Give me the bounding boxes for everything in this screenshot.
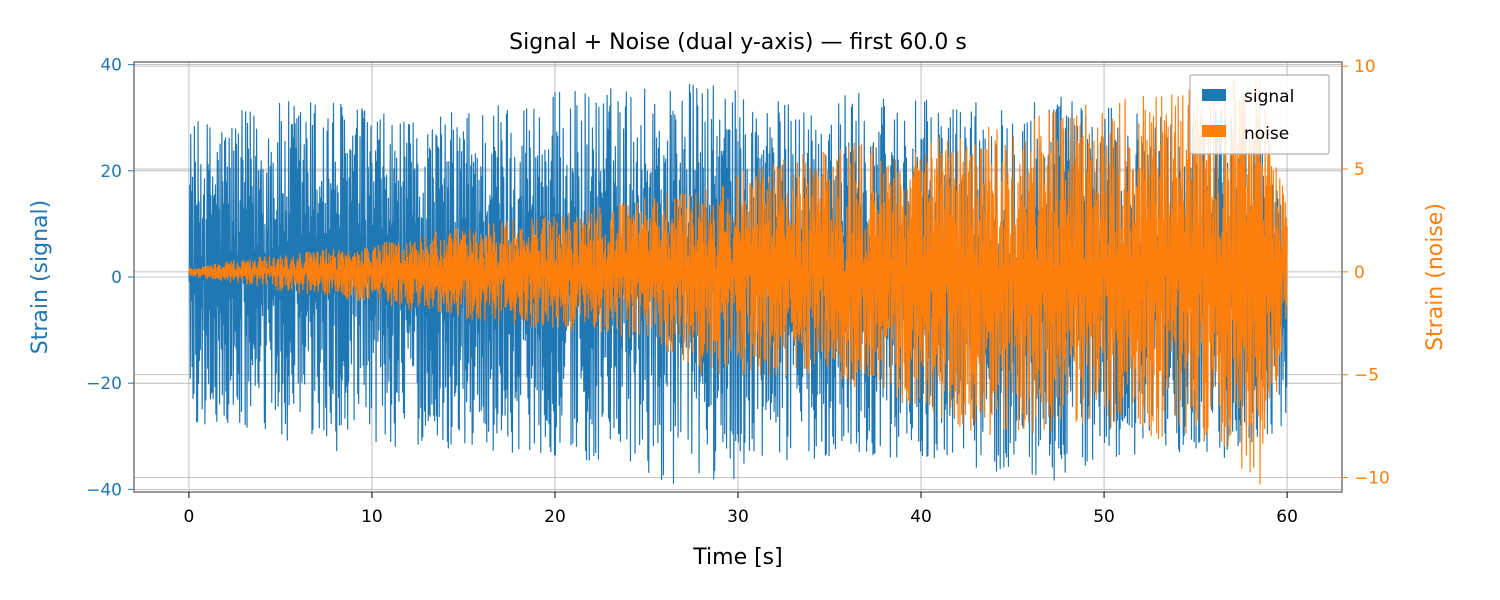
- y-left-tick-label: −20: [86, 374, 122, 394]
- y-left-tick-label: 40: [100, 56, 122, 76]
- x-tick-label: 10: [361, 507, 383, 527]
- y-right-tick-label: 0: [1354, 263, 1365, 283]
- y-right-tick-label: 10: [1354, 57, 1376, 77]
- legend: signal noise: [1189, 74, 1330, 155]
- series-noise: [188, 77, 1288, 485]
- y-right-tick-label: −10: [1354, 469, 1390, 489]
- x-tick-label: 30: [727, 507, 749, 527]
- y-axis-right-label: Strain (noise): [1423, 203, 1448, 351]
- y-right-tick-label: 5: [1354, 160, 1365, 180]
- y-axis-left: −40 −20 0 20 40: [86, 56, 134, 500]
- y-axis-right: −10 −5 0 5 10: [1342, 57, 1390, 489]
- y-left-tick-label: 0: [111, 268, 122, 288]
- y-left-tick-label: −40: [86, 480, 122, 500]
- legend-noise-label: noise: [1244, 124, 1289, 144]
- y-right-tick-label: −5: [1354, 366, 1379, 386]
- x-tick-label: 0: [183, 507, 194, 527]
- x-tick-label: 60: [1276, 507, 1298, 527]
- x-axis: 0 10 20 30 40 50 60: [183, 492, 1298, 527]
- legend-signal-swatch: [1202, 89, 1226, 101]
- series-noise-line: [188, 77, 1288, 485]
- plot-area: [188, 77, 1288, 485]
- y-axis-left-label: Strain (signal): [28, 200, 53, 354]
- legend-signal-label: signal: [1244, 87, 1294, 107]
- x-tick-label: 20: [544, 507, 566, 527]
- x-tick-label: 40: [910, 507, 932, 527]
- y-left-tick-label: 20: [100, 162, 122, 182]
- x-axis-label: Time [s]: [692, 545, 782, 570]
- x-tick-label: 50: [1093, 507, 1115, 527]
- chart-title: Signal + Noise (dual y-axis) — first 60.…: [509, 30, 967, 55]
- legend-noise-swatch: [1202, 125, 1226, 137]
